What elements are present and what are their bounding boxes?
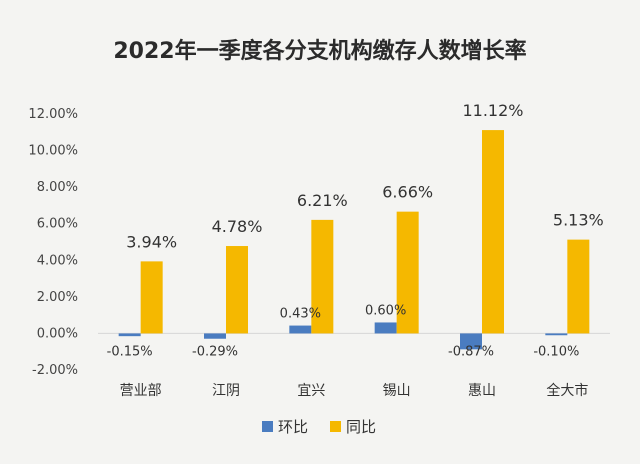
x-tick-label: 全大市 bbox=[546, 382, 588, 399]
bar bbox=[226, 246, 248, 334]
bar bbox=[311, 219, 334, 334]
y-axis: 12.00% 10.00% 8.00% 6.00% 4.00% 2.00% 0.00% -2.… bbox=[28, 107, 610, 378]
bar bbox=[204, 333, 226, 339]
legend-swatch bbox=[262, 421, 273, 432]
y-tick-label: 4.00% bbox=[37, 253, 78, 268]
y-tick-label: 6.00% bbox=[37, 217, 78, 232]
x-tick-label: 营业部 bbox=[120, 383, 162, 399]
data-label: 11.12% bbox=[462, 101, 523, 120]
bar bbox=[289, 325, 312, 334]
legend-label: 环比 bbox=[278, 418, 308, 436]
data-label: 6.21% bbox=[297, 191, 348, 210]
data-label: -0.15% bbox=[107, 344, 153, 359]
legend-swatch bbox=[330, 421, 341, 432]
bar bbox=[482, 130, 504, 334]
y-tick-label: 12.00% bbox=[28, 107, 78, 122]
data-label: -0.29% bbox=[192, 344, 238, 359]
legend-label: 同比 bbox=[346, 418, 376, 436]
data-label: 0.43% bbox=[280, 307, 321, 322]
legend: 环比 同比 bbox=[262, 418, 376, 436]
data-labels: -0.15% -0.29% 0.43% 0.60% -0.87% -0.10% 3.94% 4… bbox=[107, 101, 604, 359]
x-tick-label: 江阴 bbox=[212, 383, 240, 399]
bar bbox=[567, 239, 590, 334]
x-axis: 营业部 江阴 宜兴 锡山 惠山 全大市 bbox=[120, 382, 589, 399]
data-label: 3.94% bbox=[126, 232, 177, 251]
bar bbox=[396, 211, 419, 334]
bar bbox=[545, 333, 568, 336]
data-label: 5.13% bbox=[553, 211, 604, 230]
data-label: -0.10% bbox=[533, 344, 579, 359]
data-label: 0.60% bbox=[365, 303, 406, 318]
y-tick-label: 10.00% bbox=[28, 144, 78, 159]
chart-title: 2022年一季度各分支机构缴存人数增长率 bbox=[113, 38, 526, 64]
bars bbox=[118, 130, 590, 350]
y-tick-label: 2.00% bbox=[37, 290, 78, 305]
x-tick-label: 宜兴 bbox=[297, 383, 325, 399]
bar bbox=[118, 333, 141, 337]
x-tick-label: 惠山 bbox=[468, 383, 496, 399]
y-tick-label: 0.00% bbox=[37, 326, 78, 341]
y-tick-label: -2.00% bbox=[32, 363, 78, 378]
y-tick-label: 8.00% bbox=[37, 180, 78, 195]
bar bbox=[374, 322, 397, 334]
bar bbox=[140, 261, 163, 334]
data-label: 4.78% bbox=[212, 217, 263, 236]
bar bbox=[460, 333, 482, 350]
data-label: 6.66% bbox=[382, 183, 433, 202]
x-tick-label: 锡山 bbox=[383, 383, 411, 399]
data-label: -0.87% bbox=[448, 344, 494, 359]
